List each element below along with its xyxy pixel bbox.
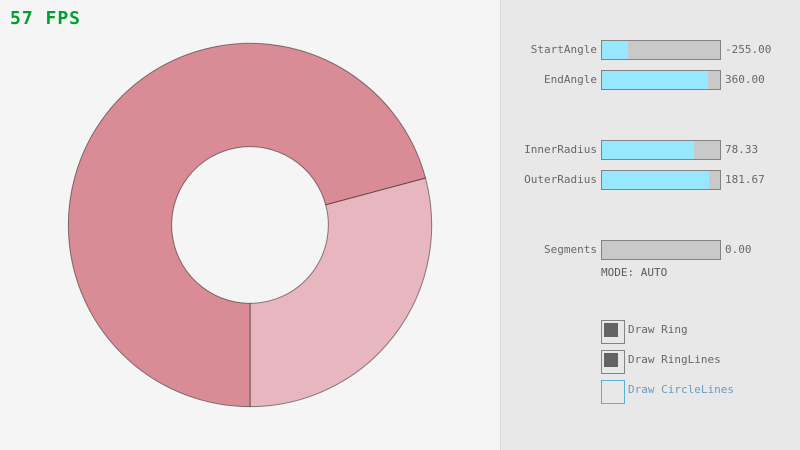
slider-label: Segments — [544, 243, 597, 256]
slider-row-innerradius: InnerRadius 78.33 — [501, 140, 800, 160]
slider-label: InnerRadius — [524, 143, 597, 156]
slider-value: 0.00 — [725, 243, 752, 256]
ring-sector-double — [67, 42, 427, 408]
endangle-slider[interactable] — [601, 70, 721, 90]
slider-value: 78.33 — [725, 143, 759, 156]
slider-row-segments: Segments 0.00 — [501, 240, 800, 260]
checkbox-label: Draw CircleLines — [628, 383, 734, 396]
startangle-slider[interactable] — [601, 40, 721, 60]
mode-label: MODE: AUTO — [601, 266, 668, 279]
slider-value: -255.00 — [725, 43, 772, 56]
slider-fill — [602, 141, 695, 159]
innerradius-slider[interactable] — [601, 140, 721, 160]
slider-row-outerradius: OuterRadius 181.67 — [501, 170, 800, 190]
segments-slider[interactable] — [601, 240, 721, 260]
slider-value: 360.00 — [725, 73, 765, 86]
fps-counter: 57 FPS — [10, 8, 82, 29]
slider-fill — [602, 171, 710, 189]
ring-sector-single — [249, 177, 433, 408]
draw-ring-checkbox[interactable] — [601, 320, 625, 344]
ring-canvas — [67, 42, 433, 408]
slider-label: StartAngle — [530, 43, 597, 56]
slider-label: EndAngle — [544, 73, 597, 86]
checkbox-label: Draw Ring — [628, 323, 688, 336]
checkbox-mark-icon — [604, 383, 618, 397]
checkbox-mark-icon — [604, 353, 618, 367]
slider-fill — [602, 41, 628, 59]
slider-value: 181.67 — [725, 173, 765, 186]
slider-row-endangle: EndAngle 360.00 — [501, 70, 800, 90]
slider-fill — [602, 71, 709, 89]
draw-ringlines-checkbox[interactable] — [601, 350, 625, 374]
slider-row-startangle: StartAngle -255.00 — [501, 40, 800, 60]
outerradius-slider[interactable] — [601, 170, 721, 190]
draw-circlelines-checkbox[interactable] — [601, 380, 625, 404]
checkbox-label: Draw RingLines — [628, 353, 721, 366]
slider-label: OuterRadius — [524, 173, 597, 186]
checkbox-mark-icon — [604, 323, 618, 337]
control-panel: StartAngle -255.00 EndAngle 360.00 InnerRadi… — [500, 0, 800, 450]
